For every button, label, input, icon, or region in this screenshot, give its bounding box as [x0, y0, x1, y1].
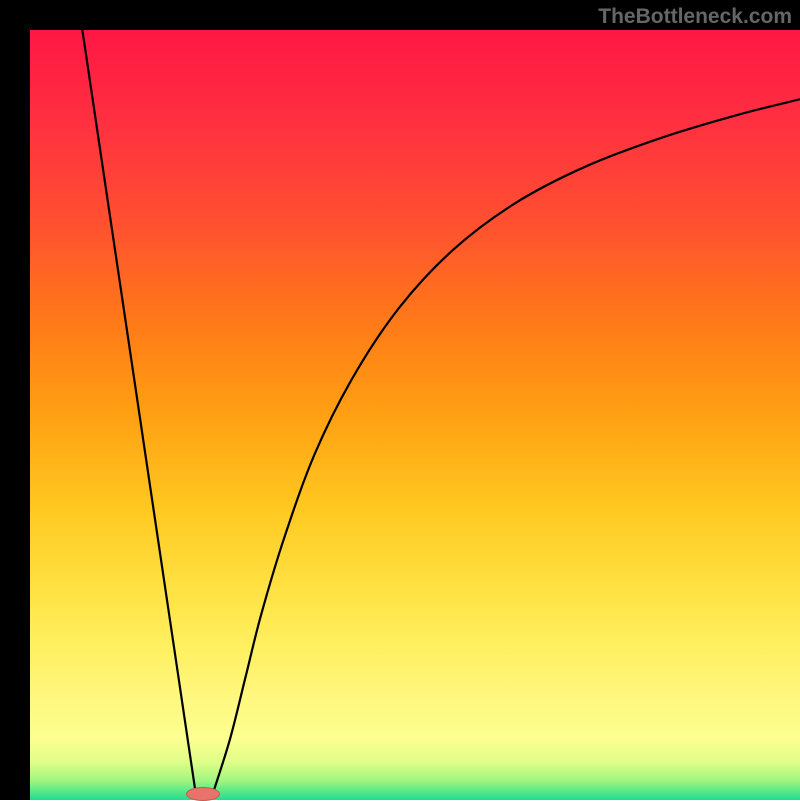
bottleneck-curve	[82, 30, 800, 792]
chart-container: TheBottleneck.com	[0, 0, 800, 800]
minimum-marker	[186, 787, 220, 801]
curve-layer	[30, 30, 800, 800]
watermark-text: TheBottleneck.com	[598, 5, 792, 29]
plot-area	[30, 30, 800, 800]
